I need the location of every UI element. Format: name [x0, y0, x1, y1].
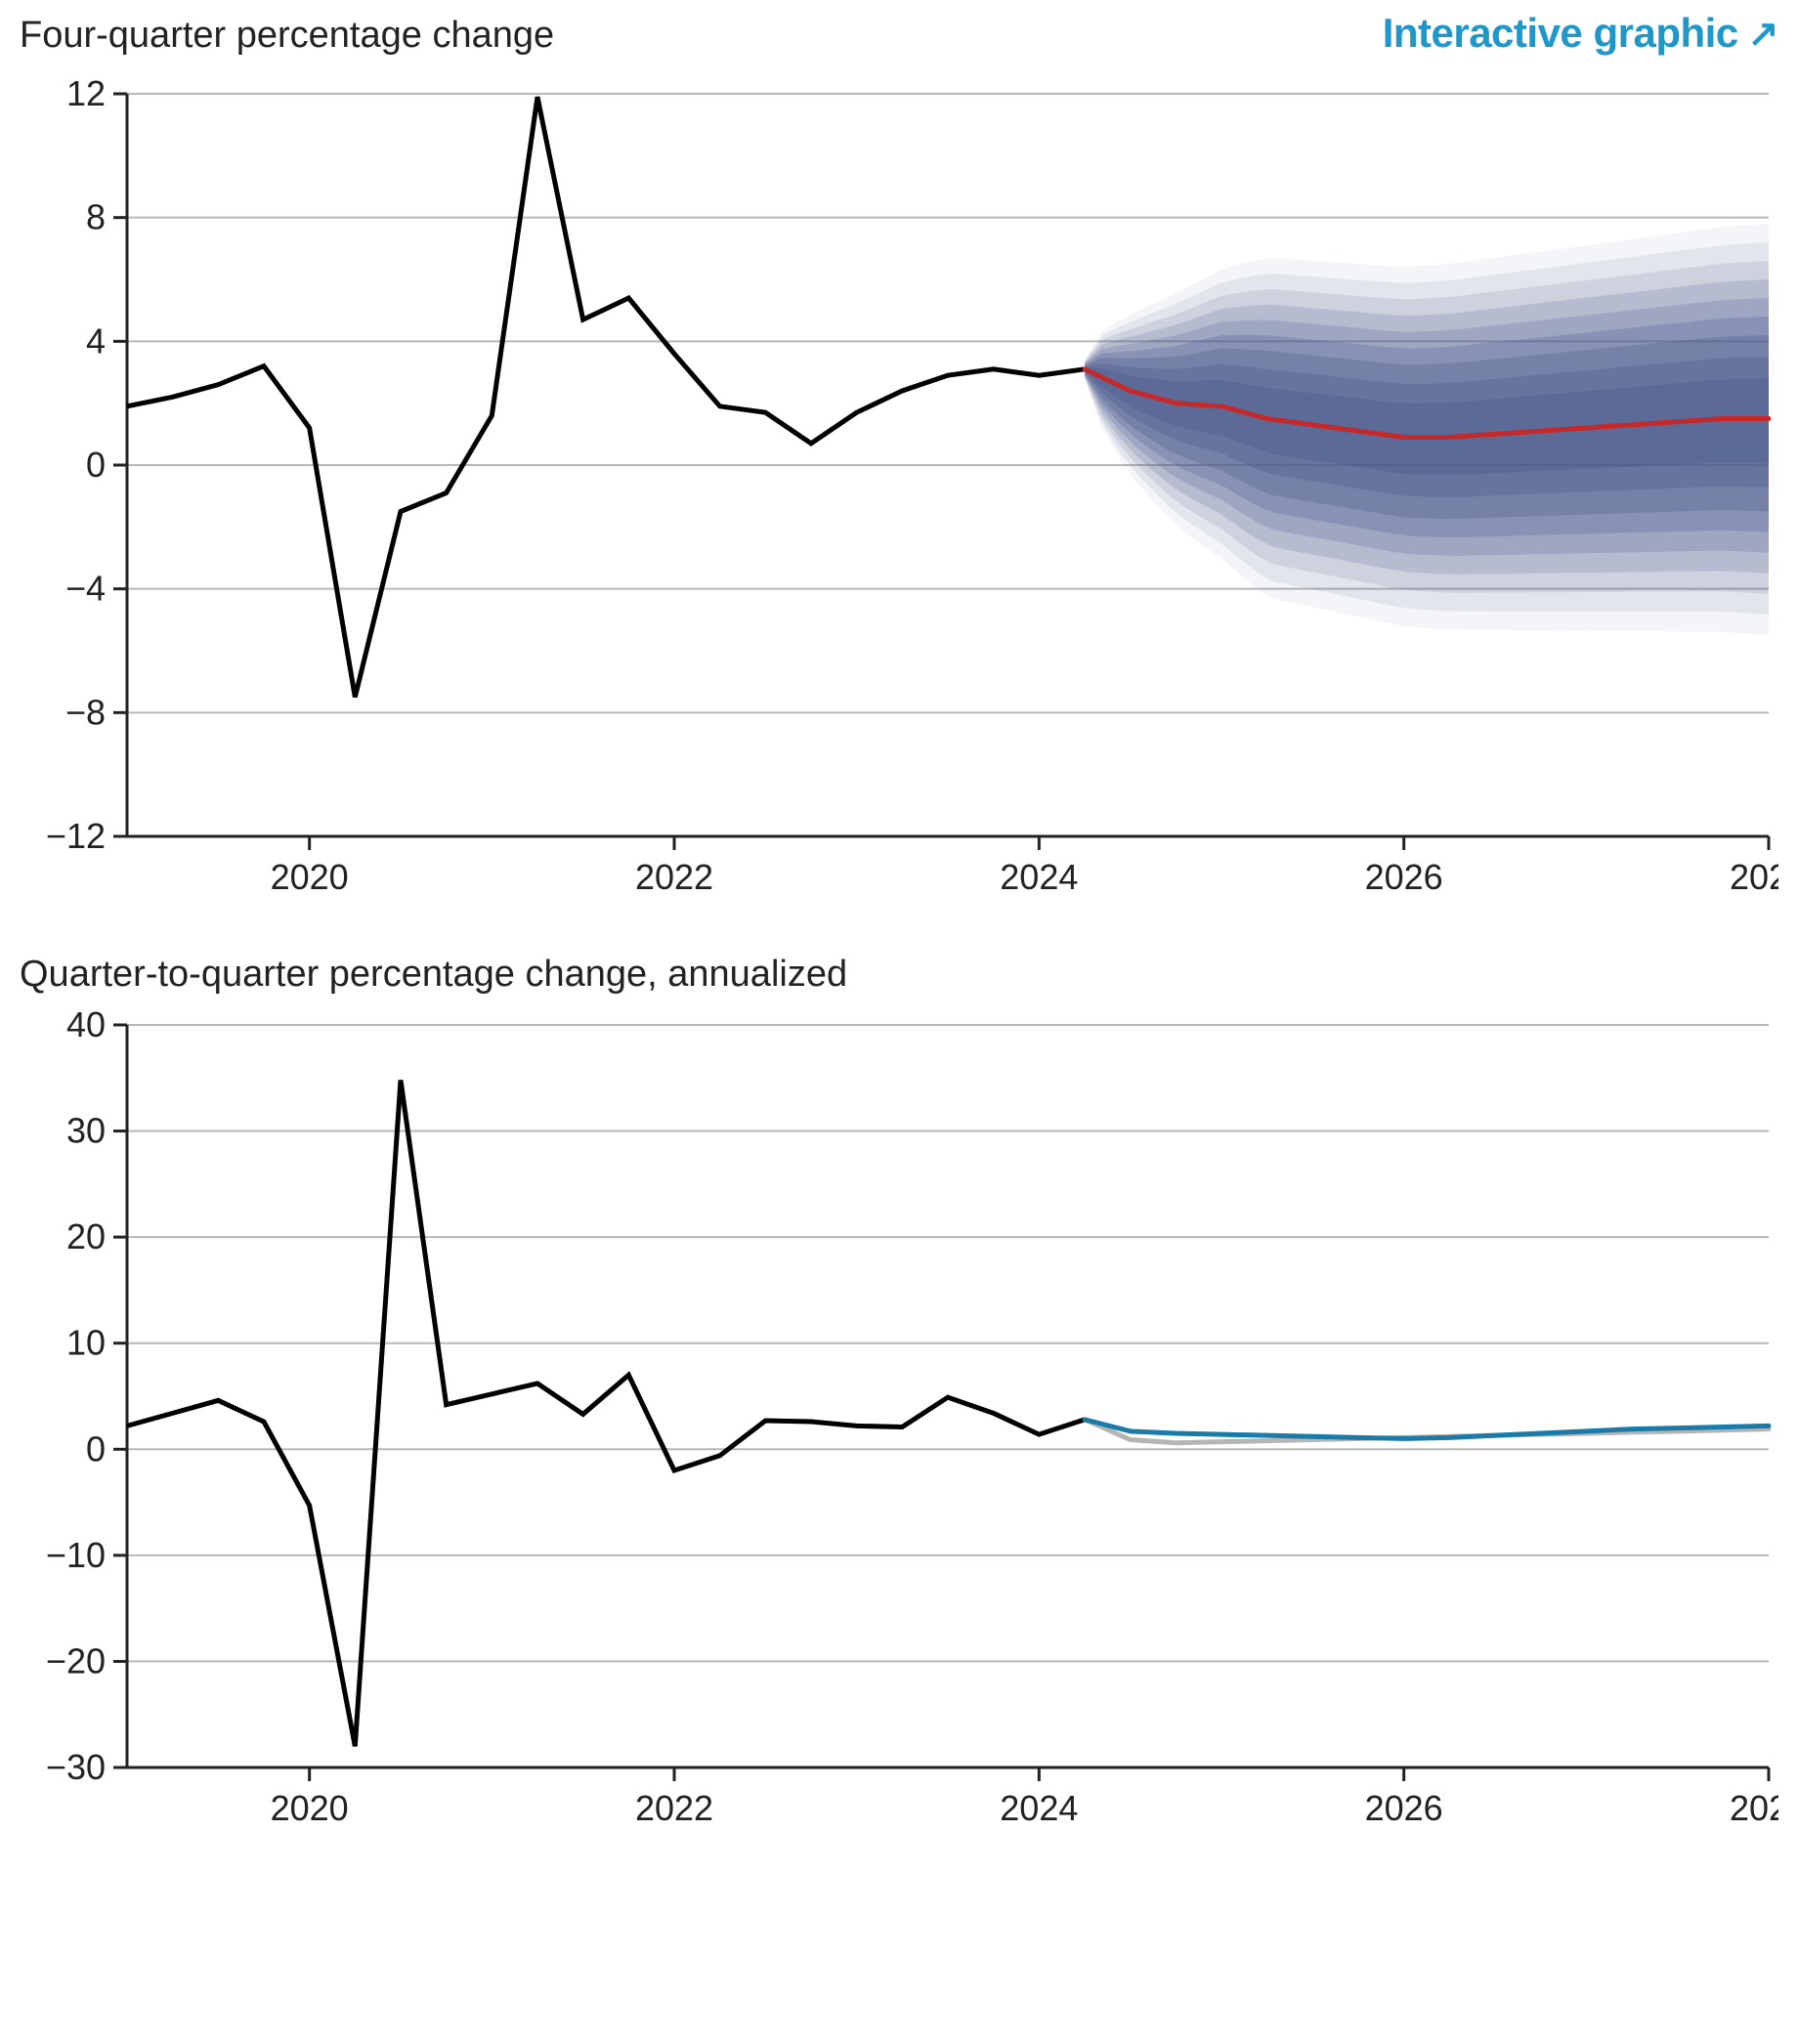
chart2-title: Quarter-to-quarter percentage change, an…	[20, 954, 1778, 996]
historical-line	[127, 97, 1085, 697]
y-tick-label: −20	[46, 1640, 106, 1681]
x-tick-label: 2026	[1365, 857, 1443, 897]
y-tick-label: −30	[46, 1747, 106, 1787]
x-tick-label: 2028	[1730, 857, 1778, 897]
external-link-icon: ↗	[1748, 12, 1778, 56]
historical-line	[127, 1080, 1085, 1746]
x-tick-label: 2022	[635, 857, 713, 897]
y-tick-label: 0	[86, 1428, 106, 1469]
y-tick-label: 8	[86, 197, 106, 237]
forecast-line	[1085, 1420, 1769, 1439]
y-tick-label: 30	[66, 1111, 106, 1151]
interactive-graphic-label: Interactive graphic	[1383, 10, 1738, 57]
x-tick-label: 2024	[1000, 1788, 1078, 1828]
chart2-svg: 2020 2022 2024 2026 2028 −30 −20 −10 0 10 20 30 40	[20, 996, 1778, 1846]
chart1-title: Four-quarter percentage change	[20, 15, 554, 57]
x-tick-label: 2024	[1000, 857, 1078, 897]
chart-qoq-annualized: Quarter-to-quarter percentage change, an…	[20, 954, 1778, 1846]
chart-four-quarter: Four-quarter percentage change Interacti…	[20, 10, 1778, 915]
y-tick-label: 10	[66, 1323, 106, 1363]
y-tick-label: −10	[46, 1535, 106, 1575]
interactive-graphic-link[interactable]: Interactive graphic ↗	[1383, 10, 1778, 57]
x-tick-label: 2028	[1730, 1788, 1778, 1828]
y-tick-label: 20	[66, 1216, 106, 1256]
y-tick-label: −4	[65, 569, 106, 609]
y-tick-label: 0	[86, 445, 106, 485]
y-tick-label: 12	[66, 73, 106, 113]
y-tick-label: 40	[66, 1004, 106, 1044]
y-tick-label: −8	[65, 692, 106, 732]
x-tick-label: 2020	[271, 1788, 349, 1828]
x-tick-label: 2026	[1365, 1788, 1443, 1828]
y-tick-label: −12	[46, 816, 106, 856]
x-tick-label: 2022	[635, 1788, 713, 1828]
chart1-svg: 2020 2022 2024 2026 2028 −12 −8 −4 0 4 8 12	[20, 64, 1778, 915]
x-tick-label: 2020	[271, 857, 349, 897]
y-tick-label: 4	[86, 320, 106, 361]
